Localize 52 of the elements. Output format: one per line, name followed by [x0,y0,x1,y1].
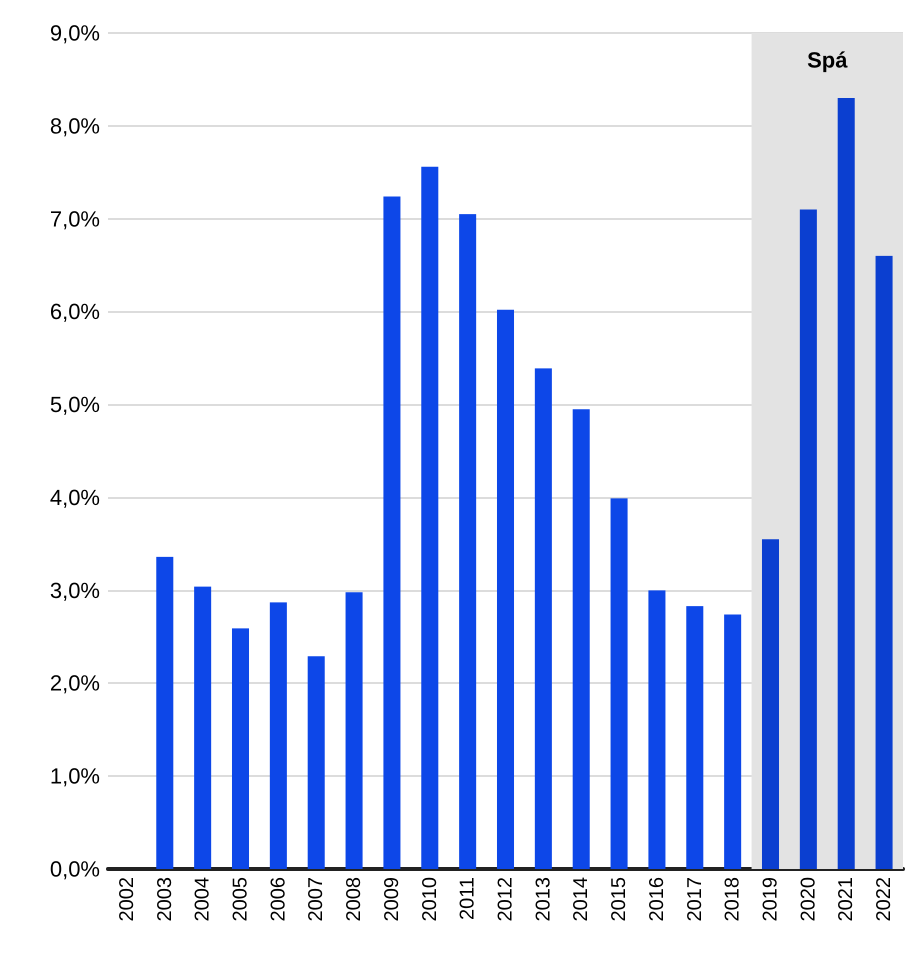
bar [496,310,514,869]
bar [800,209,817,869]
bar [232,628,250,869]
y-tick-label: 8,0% [50,113,100,138]
y-tick-label: 3,0% [50,578,100,603]
x-tick-label: 2014 [570,877,592,922]
x-tick-label: 2022 [873,877,896,922]
x-tick-label: 2016 [646,877,668,922]
x-tick-label: 2021 [835,877,858,922]
y-tick-label: 4,0% [50,484,100,510]
bar [459,214,476,869]
band-label: Spá [807,48,848,72]
x-tick-label: 2012 [494,877,516,922]
bar [308,656,325,869]
bar [686,606,704,869]
y-tick-label: 9,0% [50,20,100,46]
x-tick-label: 2010 [418,877,441,922]
bar [876,256,893,869]
bar [194,586,212,869]
bar [156,556,174,869]
y-tick-label: 6,0% [50,299,100,324]
x-tick-label: 2018 [722,877,744,922]
x-tick-label: 2015 [608,877,630,922]
y-tick-label: 0,0% [50,856,100,882]
y-tick-label: 5,0% [50,392,100,418]
bar [383,196,400,869]
x-tick-label: 2017 [684,877,706,922]
x-tick-label: 2008 [343,877,366,922]
x-tick-label: 2002 [116,877,138,922]
bar [838,98,855,869]
x-tick-label: 2006 [267,877,290,922]
bar [724,614,742,869]
x-tick-label: 2020 [797,877,820,922]
y-tick-label: 1,0% [50,764,100,789]
bar [648,590,666,869]
x-tick-label: 2011 [456,877,479,920]
bar [762,539,780,869]
bar [270,602,287,869]
x-tick-label: 2013 [532,877,554,922]
x-tick-label: 2009 [380,877,403,922]
x-tick-label: 2005 [230,877,252,922]
x-tick-label: 2007 [305,877,328,922]
bar [421,166,438,869]
x-tick-label: 2019 [760,877,782,922]
bar [534,368,552,869]
x-tick-label: 2003 [154,877,176,922]
bar [346,592,363,869]
bar [610,498,628,869]
y-tick-label: 2,0% [50,670,100,696]
y-tick-label: 7,0% [50,206,100,232]
bar [572,409,590,869]
x-tick-label: 2004 [192,877,214,922]
